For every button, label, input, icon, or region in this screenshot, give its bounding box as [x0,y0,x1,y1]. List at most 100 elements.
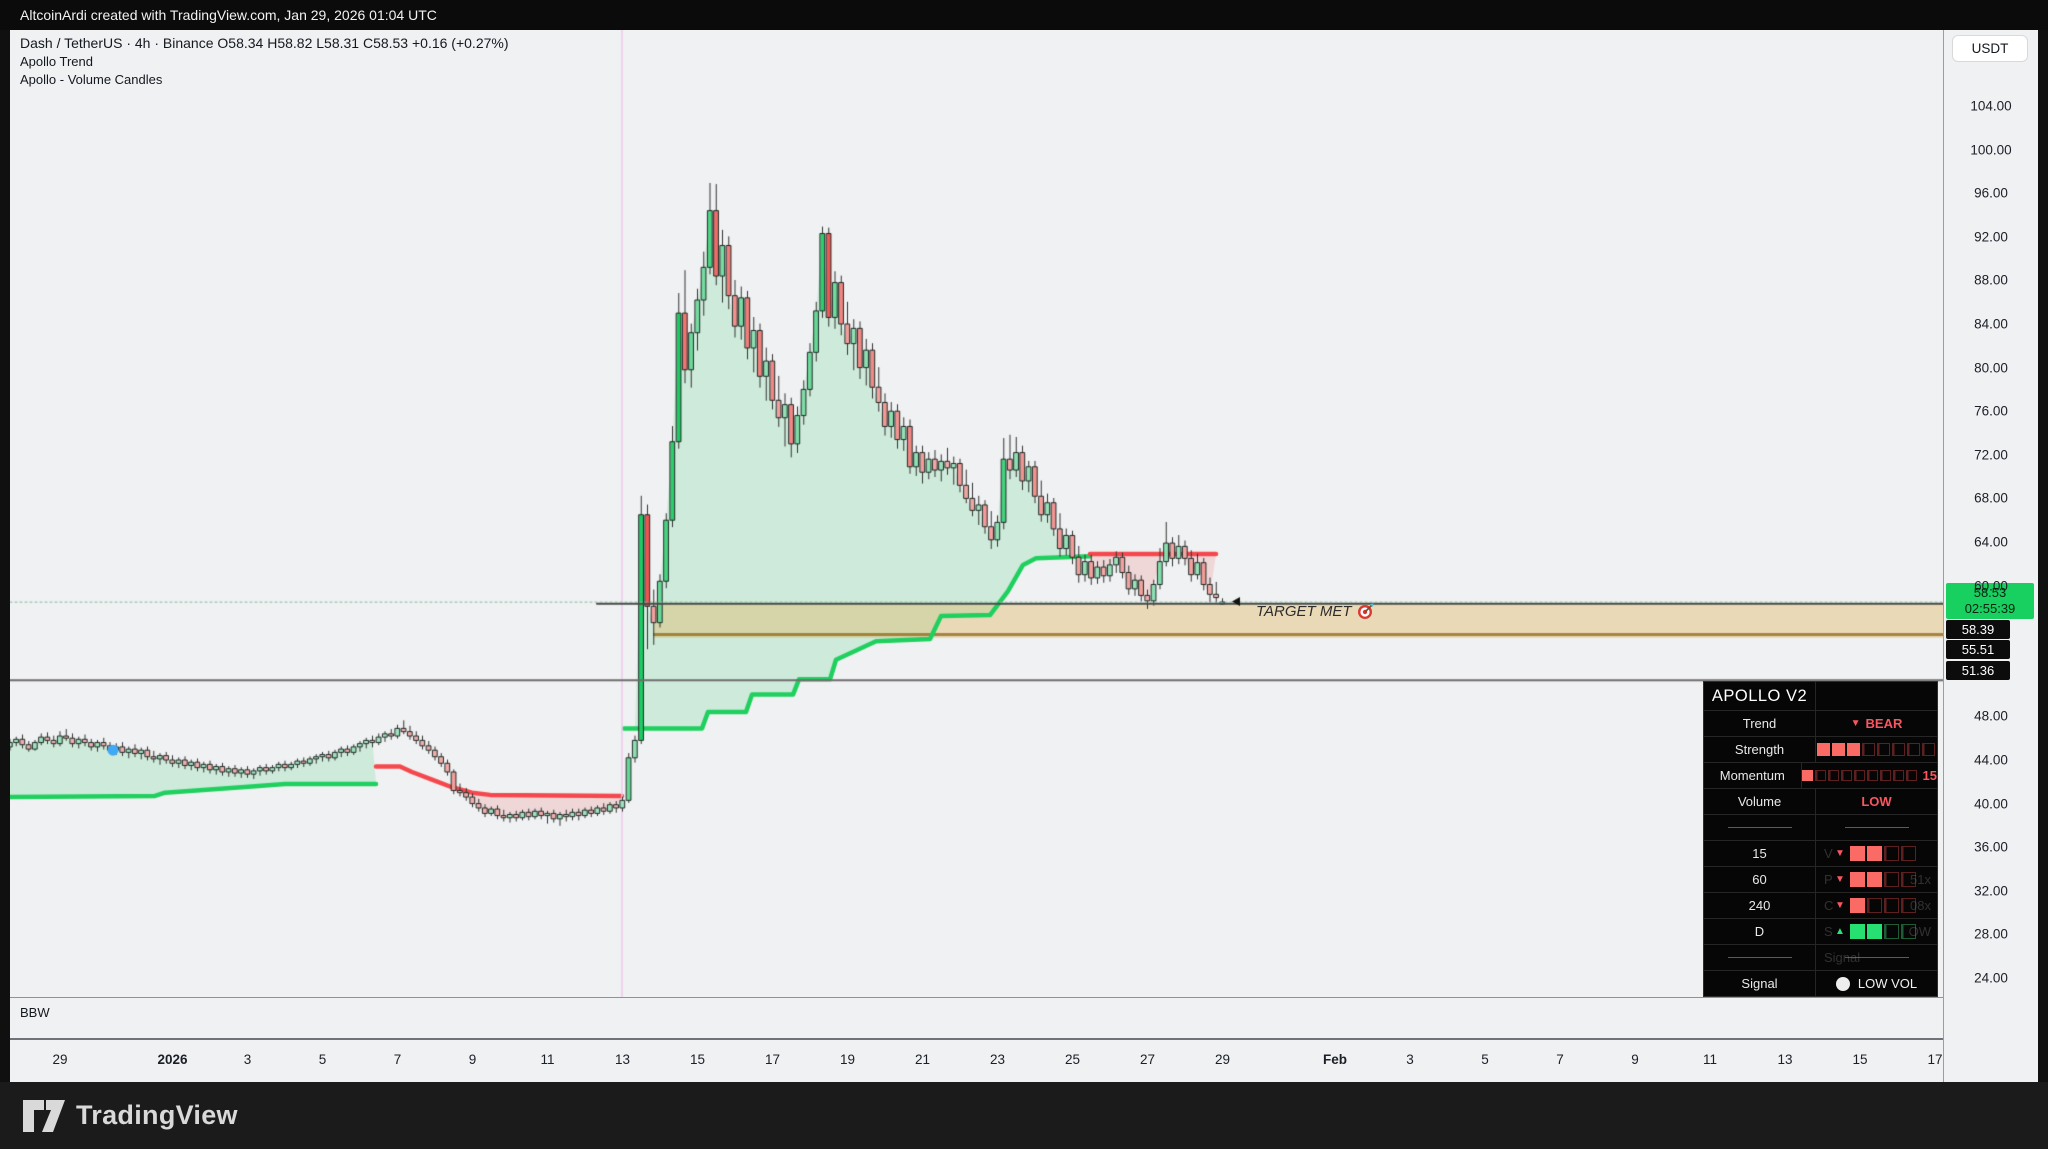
up-triangle-icon: ▲ [1835,926,1845,937]
time-axis-label: 13 [614,1052,631,1067]
chart-legend: Dash / TetherUS · 4h · Binance O58.34 H5… [20,35,509,90]
gauge-block [1814,770,1826,781]
gauge-block [1900,846,1916,861]
ghost-text: C [1824,898,1834,913]
apollo-label: Strength [1734,742,1785,757]
time-axis-label: 11 [1702,1052,1718,1067]
apollo-label: D [1754,924,1765,939]
currency-toggle-usdt[interactable]: USDT [1952,35,2028,62]
apollo-row-tf-60: 60 P ▼ 51x [1704,866,1937,892]
gauge-block [1831,743,1845,756]
price-axis-label: 88.00 [1974,272,2008,288]
price-axis-label: 36.00 [1974,839,2008,855]
price-axis[interactable]: USDT 58.53 02:55:39 104.00 100.00 96.00 92.… [1944,30,2038,1082]
price-axis-label: 60.00 [1974,578,2008,594]
time-axis-label: 11 [540,1052,555,1067]
price-axis-label: 96.00 [1974,185,2008,201]
apollo-v2-panel: APOLLO V2 Trend ▼ BEAR Strength Momentum 15 Vo… [1703,681,1938,997]
down-triangle-icon: ▼ [1835,848,1845,859]
time-axis-label: 21 [914,1052,931,1067]
indicator-apollo-volume-candles[interactable]: Apollo - Volume Candles [20,72,163,87]
down-triangle-icon: ▼ [1835,900,1845,911]
gauge-suffix: 15 [1922,768,1937,783]
gauge-block [1900,898,1916,913]
ghost-text: V [1824,846,1833,861]
apollo-divider-row: Signal [1704,944,1937,970]
gauge-block [1801,770,1813,781]
apollo-divider-row [1704,814,1937,840]
gauge-block [1866,872,1882,887]
price-axis-label: 92.00 [1974,229,2008,245]
divider-dash [1727,827,1792,828]
gauge-block [1883,924,1899,939]
chart-widget: Dash / TetherUS · 4h · Binance O58.34 H5… [10,30,2038,1082]
gauge-block [1849,846,1865,861]
apollo-label: Momentum [1719,768,1785,783]
symbol-ohlc-row[interactable]: Dash / TetherUS · 4h · Binance O58.34 H5… [20,35,509,51]
apollo-label: 15 [1752,846,1767,861]
gauge-block [1883,898,1899,913]
time-axis-label: 7 [393,1052,402,1067]
ghost-text: P [1824,872,1833,887]
price-axis-label: 28.00 [1974,926,2008,942]
pane-separator[interactable] [10,997,2038,998]
last-price-value: 58.53 [1973,584,2007,600]
time-axis-label: 25 [1064,1052,1081,1067]
time-axis-label: Feb [1322,1052,1348,1067]
footer-bar: TradingView [0,1082,2048,1149]
gauge-block [1900,924,1916,939]
time-axis-label: 13 [1777,1052,1793,1067]
attribution-text: AltcoinArdi created with TradingView.com… [20,7,437,23]
apollo-label: 60 [1752,872,1767,887]
gauge-block [1883,872,1899,887]
divider-dash [1727,957,1792,958]
apollo-title: APOLLO V2 [1711,686,1808,705]
gauge-block [1879,770,1891,781]
apollo-row-volume: Volume LOW [1704,788,1937,814]
time-axis-label: 17 [1927,1052,1943,1067]
time-axis-label: 29 [1214,1052,1231,1067]
bar-countdown: 02:55:39 [1964,600,2016,616]
attribution-bar: AltcoinArdi created with TradingView.com… [0,0,2048,30]
last-price-badge: 58.53 02:55:39 [1946,582,2034,619]
price-axis-label: 72.00 [1974,447,2008,463]
time-axis-label: 15 [689,1052,706,1067]
gauge-block [1853,770,1865,781]
price-axis-label: 24.00 [1974,970,2008,986]
time-axis[interactable]: 29 2026 3 5 7 9 11 13 15 17 19 21 23 25 27 29 Feb 3 5 7 9 11 1… [10,1040,2038,1082]
price-axis-label: 44.00 [1974,752,2008,768]
tradingview-logo-text: TradingView [76,1100,238,1130]
apollo-row-tf-240: 240 C ▼ 08x [1704,892,1937,918]
gauge-block [1883,846,1899,861]
ghost-text: OW [1908,924,1931,939]
signal-circle-icon [1835,976,1850,991]
apollo-label: 240 [1748,898,1771,913]
gauge-block [1866,846,1882,861]
price-chart-canvas[interactable] [10,30,1943,997]
price-axis-label: 68.00 [1974,490,2008,506]
gauge-block [1840,770,1852,781]
time-axis-label: 29 [52,1052,68,1067]
gauge-block [1849,924,1865,939]
bbw-indicator-label[interactable]: BBW [20,1005,50,1020]
gauge-block [1849,898,1865,913]
apollo-title-row: APOLLO V2 [1704,682,1937,710]
time-axis-separator [10,1038,2038,1040]
time-axis-label: 2026 [157,1052,188,1067]
time-axis-label: 19 [839,1052,856,1067]
apollo-label: Volume [1737,794,1782,809]
apollo-value: LOW [1861,794,1892,809]
ghost-text: S [1824,924,1833,939]
indicator-apollo-trend[interactable]: Apollo Trend [20,54,93,69]
time-axis-label: 9 [468,1052,477,1067]
tradingview-logo[interactable]: TradingView [22,1098,238,1134]
time-axis-label: 5 [1481,1052,1489,1067]
ghost-text: 51x [1910,872,1931,887]
gauge-block [1816,743,1830,756]
gauge-block [1900,872,1916,887]
apollo-value: LOW VOL [1857,976,1918,991]
price-axis-label: 80.00 [1974,360,2008,376]
divider-dash [1844,957,1909,958]
price-axis-label: 64.00 [1974,534,2008,550]
